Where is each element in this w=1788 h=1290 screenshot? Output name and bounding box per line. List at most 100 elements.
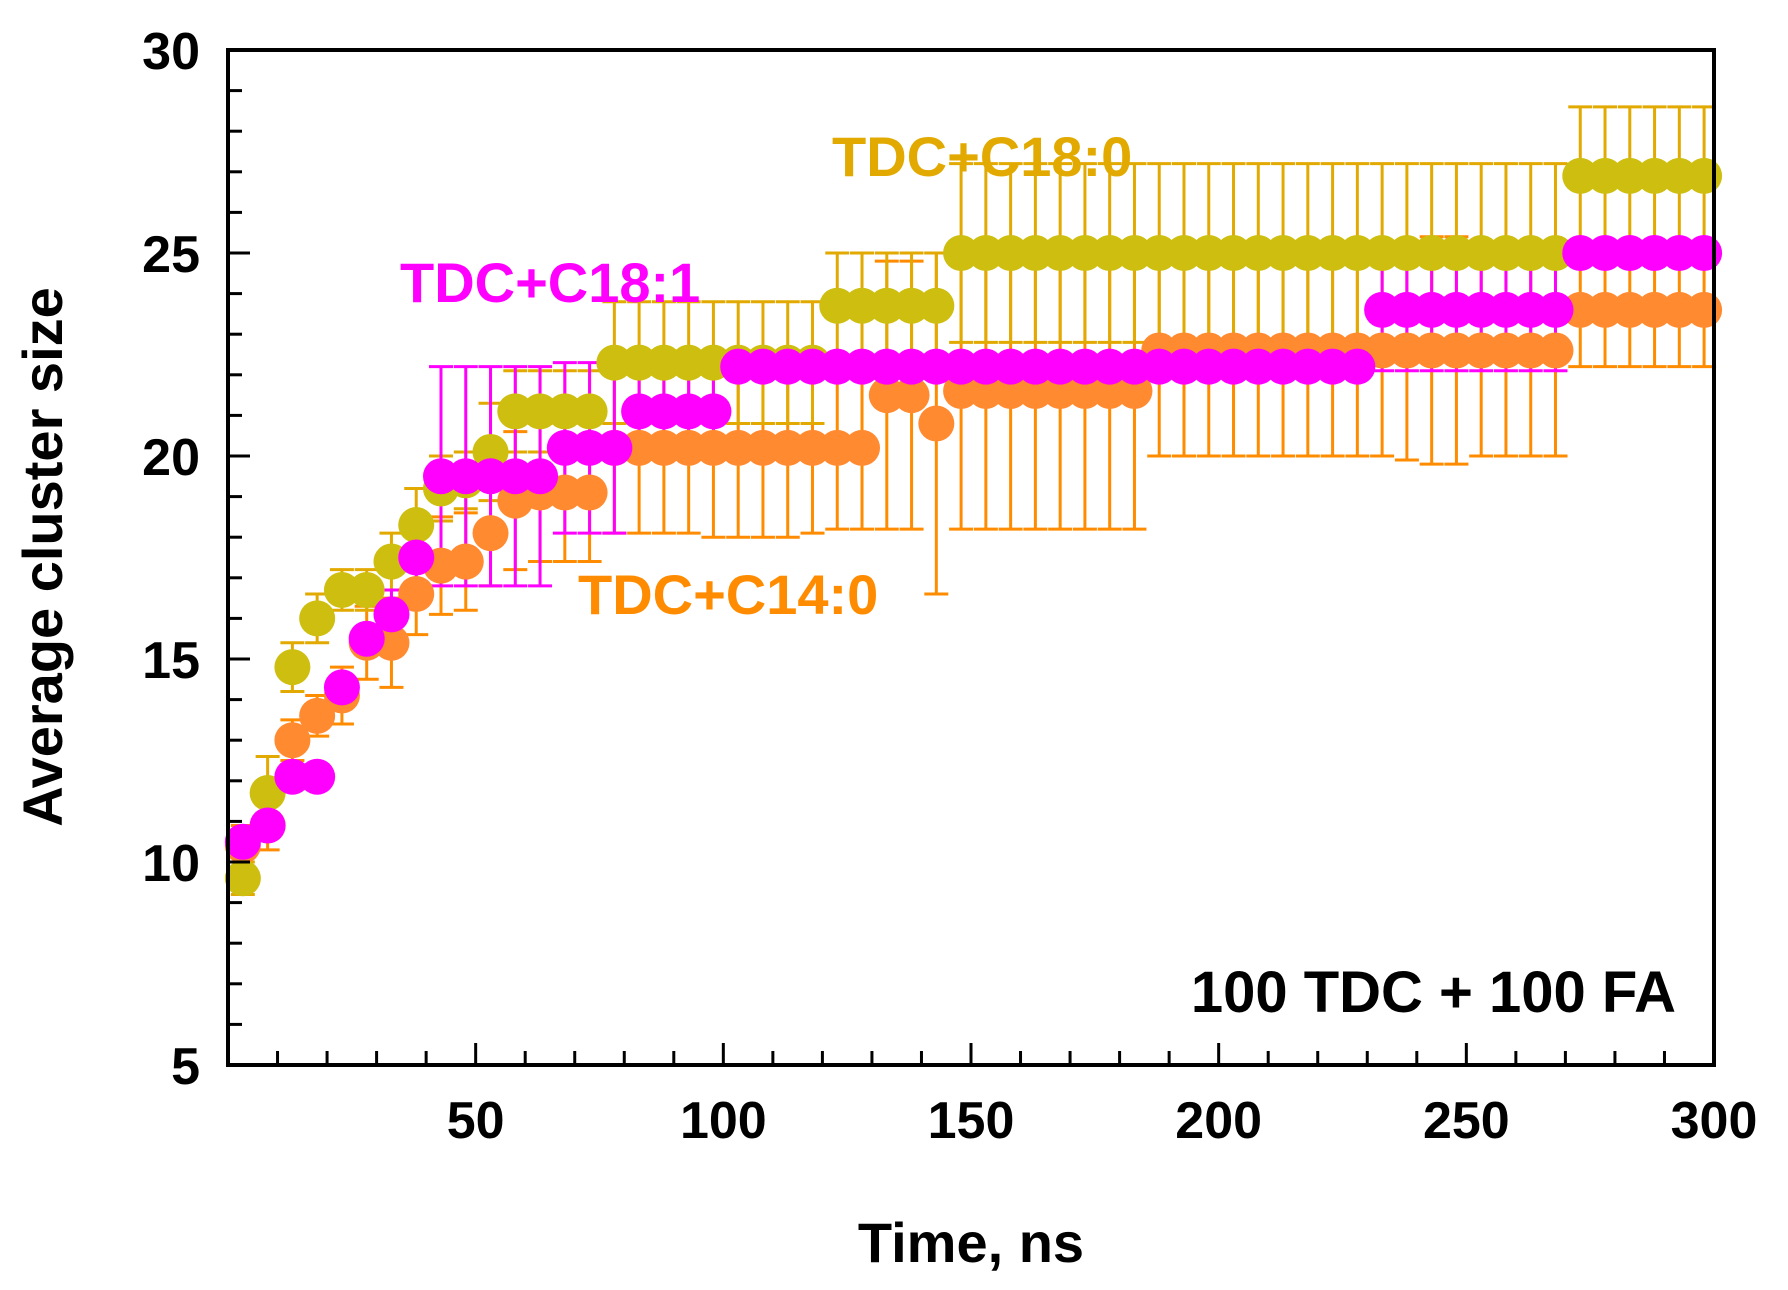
point-tdc-c18-1	[447, 458, 484, 495]
tick-labels: 50 100 150 200 250 300 5 10 15 20 25 30	[142, 23, 1757, 1150]
point-tdc-c18-1	[1562, 235, 1599, 271]
point-tdc-c18-1	[1339, 348, 1376, 385]
point-tdc-c18-0	[1141, 235, 1178, 271]
point-tdc-c18-0	[918, 287, 955, 324]
point-tdc-c14-0	[1512, 332, 1549, 369]
point-tdc-c18-0	[1091, 235, 1128, 271]
point-tdc-c18-0	[274, 649, 311, 686]
point-tdc-c18-0	[868, 287, 905, 324]
point-tdc-c18-1	[844, 348, 881, 385]
point-tdc-c18-1	[1091, 348, 1128, 385]
point-tdc-c14-0	[1463, 332, 1500, 369]
point-tdc-c18-0	[670, 344, 707, 381]
point-tdc-c18-1	[1289, 348, 1326, 385]
point-tdc-c14-0	[398, 576, 435, 613]
point-tdc-c18-1	[1165, 348, 1202, 385]
x-tick-label: 300	[1671, 1092, 1758, 1150]
point-tdc-c18-0	[1265, 235, 1302, 271]
point-tdc-c14-0	[720, 429, 757, 466]
point-tdc-c18-1	[398, 539, 435, 576]
point-tdc-c18-0	[1636, 157, 1673, 194]
point-tdc-c18-1	[695, 393, 732, 430]
y-tick-label: 15	[142, 632, 200, 690]
y-tick-label: 30	[142, 23, 200, 81]
x-axis-title: Time, ns	[858, 1211, 1084, 1274]
point-tdc-c18-1	[274, 758, 311, 795]
point-tdc-c18-0	[1042, 235, 1079, 271]
point-tdc-c18-0	[1314, 235, 1351, 271]
point-tdc-c18-1	[645, 393, 682, 430]
point-tdc-c18-1	[1512, 291, 1549, 328]
point-tdc-c18-0	[1364, 235, 1401, 271]
x-tick-label: 100	[680, 1092, 767, 1150]
point-tdc-c18-1	[546, 429, 583, 466]
y-tick-label: 25	[142, 226, 200, 284]
point-tdc-c14-0	[621, 429, 658, 466]
point-tdc-c18-1	[1587, 235, 1624, 271]
point-tdc-c18-0	[1537, 235, 1574, 271]
point-tdc-c14-0	[794, 429, 831, 466]
point-tdc-c18-1	[1240, 348, 1277, 385]
point-tdc-c18-1	[1215, 348, 1252, 385]
point-tdc-c18-1	[348, 620, 385, 657]
data-points	[224, 157, 1723, 897]
point-tdc-c18-1	[249, 807, 286, 844]
point-tdc-c18-0	[621, 344, 658, 381]
point-tdc-c14-0	[1537, 332, 1574, 369]
point-tdc-c18-1	[472, 458, 509, 495]
point-tdc-c14-0	[571, 474, 608, 511]
point-tdc-c18-1	[943, 348, 980, 385]
point-tdc-c18-1	[918, 348, 955, 385]
point-tdc-c14-0	[868, 377, 905, 414]
point-tdc-c18-0	[992, 235, 1029, 271]
point-tdc-c18-0	[844, 287, 881, 324]
point-tdc-c18-1	[819, 348, 856, 385]
x-tick-label: 200	[1175, 1092, 1262, 1150]
point-tdc-c14-0	[1686, 291, 1723, 328]
point-tdc-c18-1	[373, 596, 410, 633]
point-tdc-c14-0	[1388, 332, 1425, 369]
point-tdc-c18-0	[1190, 235, 1227, 271]
point-tdc-c18-1	[992, 348, 1029, 385]
point-tdc-c18-0	[1562, 157, 1599, 194]
point-tdc-c18-1	[522, 458, 559, 495]
point-tdc-c14-0	[1661, 291, 1698, 328]
point-tdc-c18-0	[1289, 235, 1326, 271]
point-tdc-c18-0	[1413, 235, 1450, 271]
series-label-c14-0: TDC+C14:0	[578, 563, 878, 626]
point-tdc-c14-0	[893, 377, 930, 414]
point-tdc-c18-0	[1240, 235, 1277, 271]
point-tdc-c18-1	[1413, 291, 1450, 328]
point-tdc-c18-1	[794, 348, 831, 385]
point-tdc-c18-1	[1661, 235, 1698, 271]
point-tdc-c14-0	[1562, 291, 1599, 328]
point-tdc-c18-0	[1116, 235, 1153, 271]
point-tdc-c14-0	[695, 429, 732, 466]
x-tick-label: 50	[447, 1092, 505, 1150]
point-tdc-c18-0	[348, 571, 385, 608]
point-tdc-c18-1	[967, 348, 1004, 385]
series-label-c18-1: TDC+C18:1	[400, 251, 700, 314]
point-tdc-c18-0	[398, 507, 435, 544]
point-tdc-c18-1	[323, 669, 360, 706]
point-tdc-c18-0	[596, 344, 633, 381]
point-tdc-c18-0	[819, 287, 856, 324]
point-tdc-c14-0	[274, 722, 311, 759]
y-tick-label: 5	[171, 1038, 200, 1096]
point-tdc-c18-0	[1686, 157, 1723, 194]
point-tdc-c18-1	[1066, 348, 1103, 385]
point-tdc-c18-1	[1611, 235, 1648, 271]
x-tick-label: 150	[928, 1092, 1015, 1150]
point-tdc-c18-0	[1339, 235, 1376, 271]
point-tdc-c18-0	[943, 235, 980, 271]
point-tdc-c18-0	[645, 344, 682, 381]
point-tdc-c18-1	[1388, 291, 1425, 328]
point-tdc-c14-0	[819, 429, 856, 466]
point-tdc-c18-1	[299, 758, 336, 795]
point-tdc-c18-1	[1537, 291, 1574, 328]
point-tdc-c18-1	[1314, 348, 1351, 385]
system-annotation: 100 TDC + 100 FA	[1191, 960, 1676, 1025]
point-tdc-c18-1	[1141, 348, 1178, 385]
point-tdc-c18-1	[1265, 348, 1302, 385]
point-tdc-c18-0	[893, 287, 930, 324]
